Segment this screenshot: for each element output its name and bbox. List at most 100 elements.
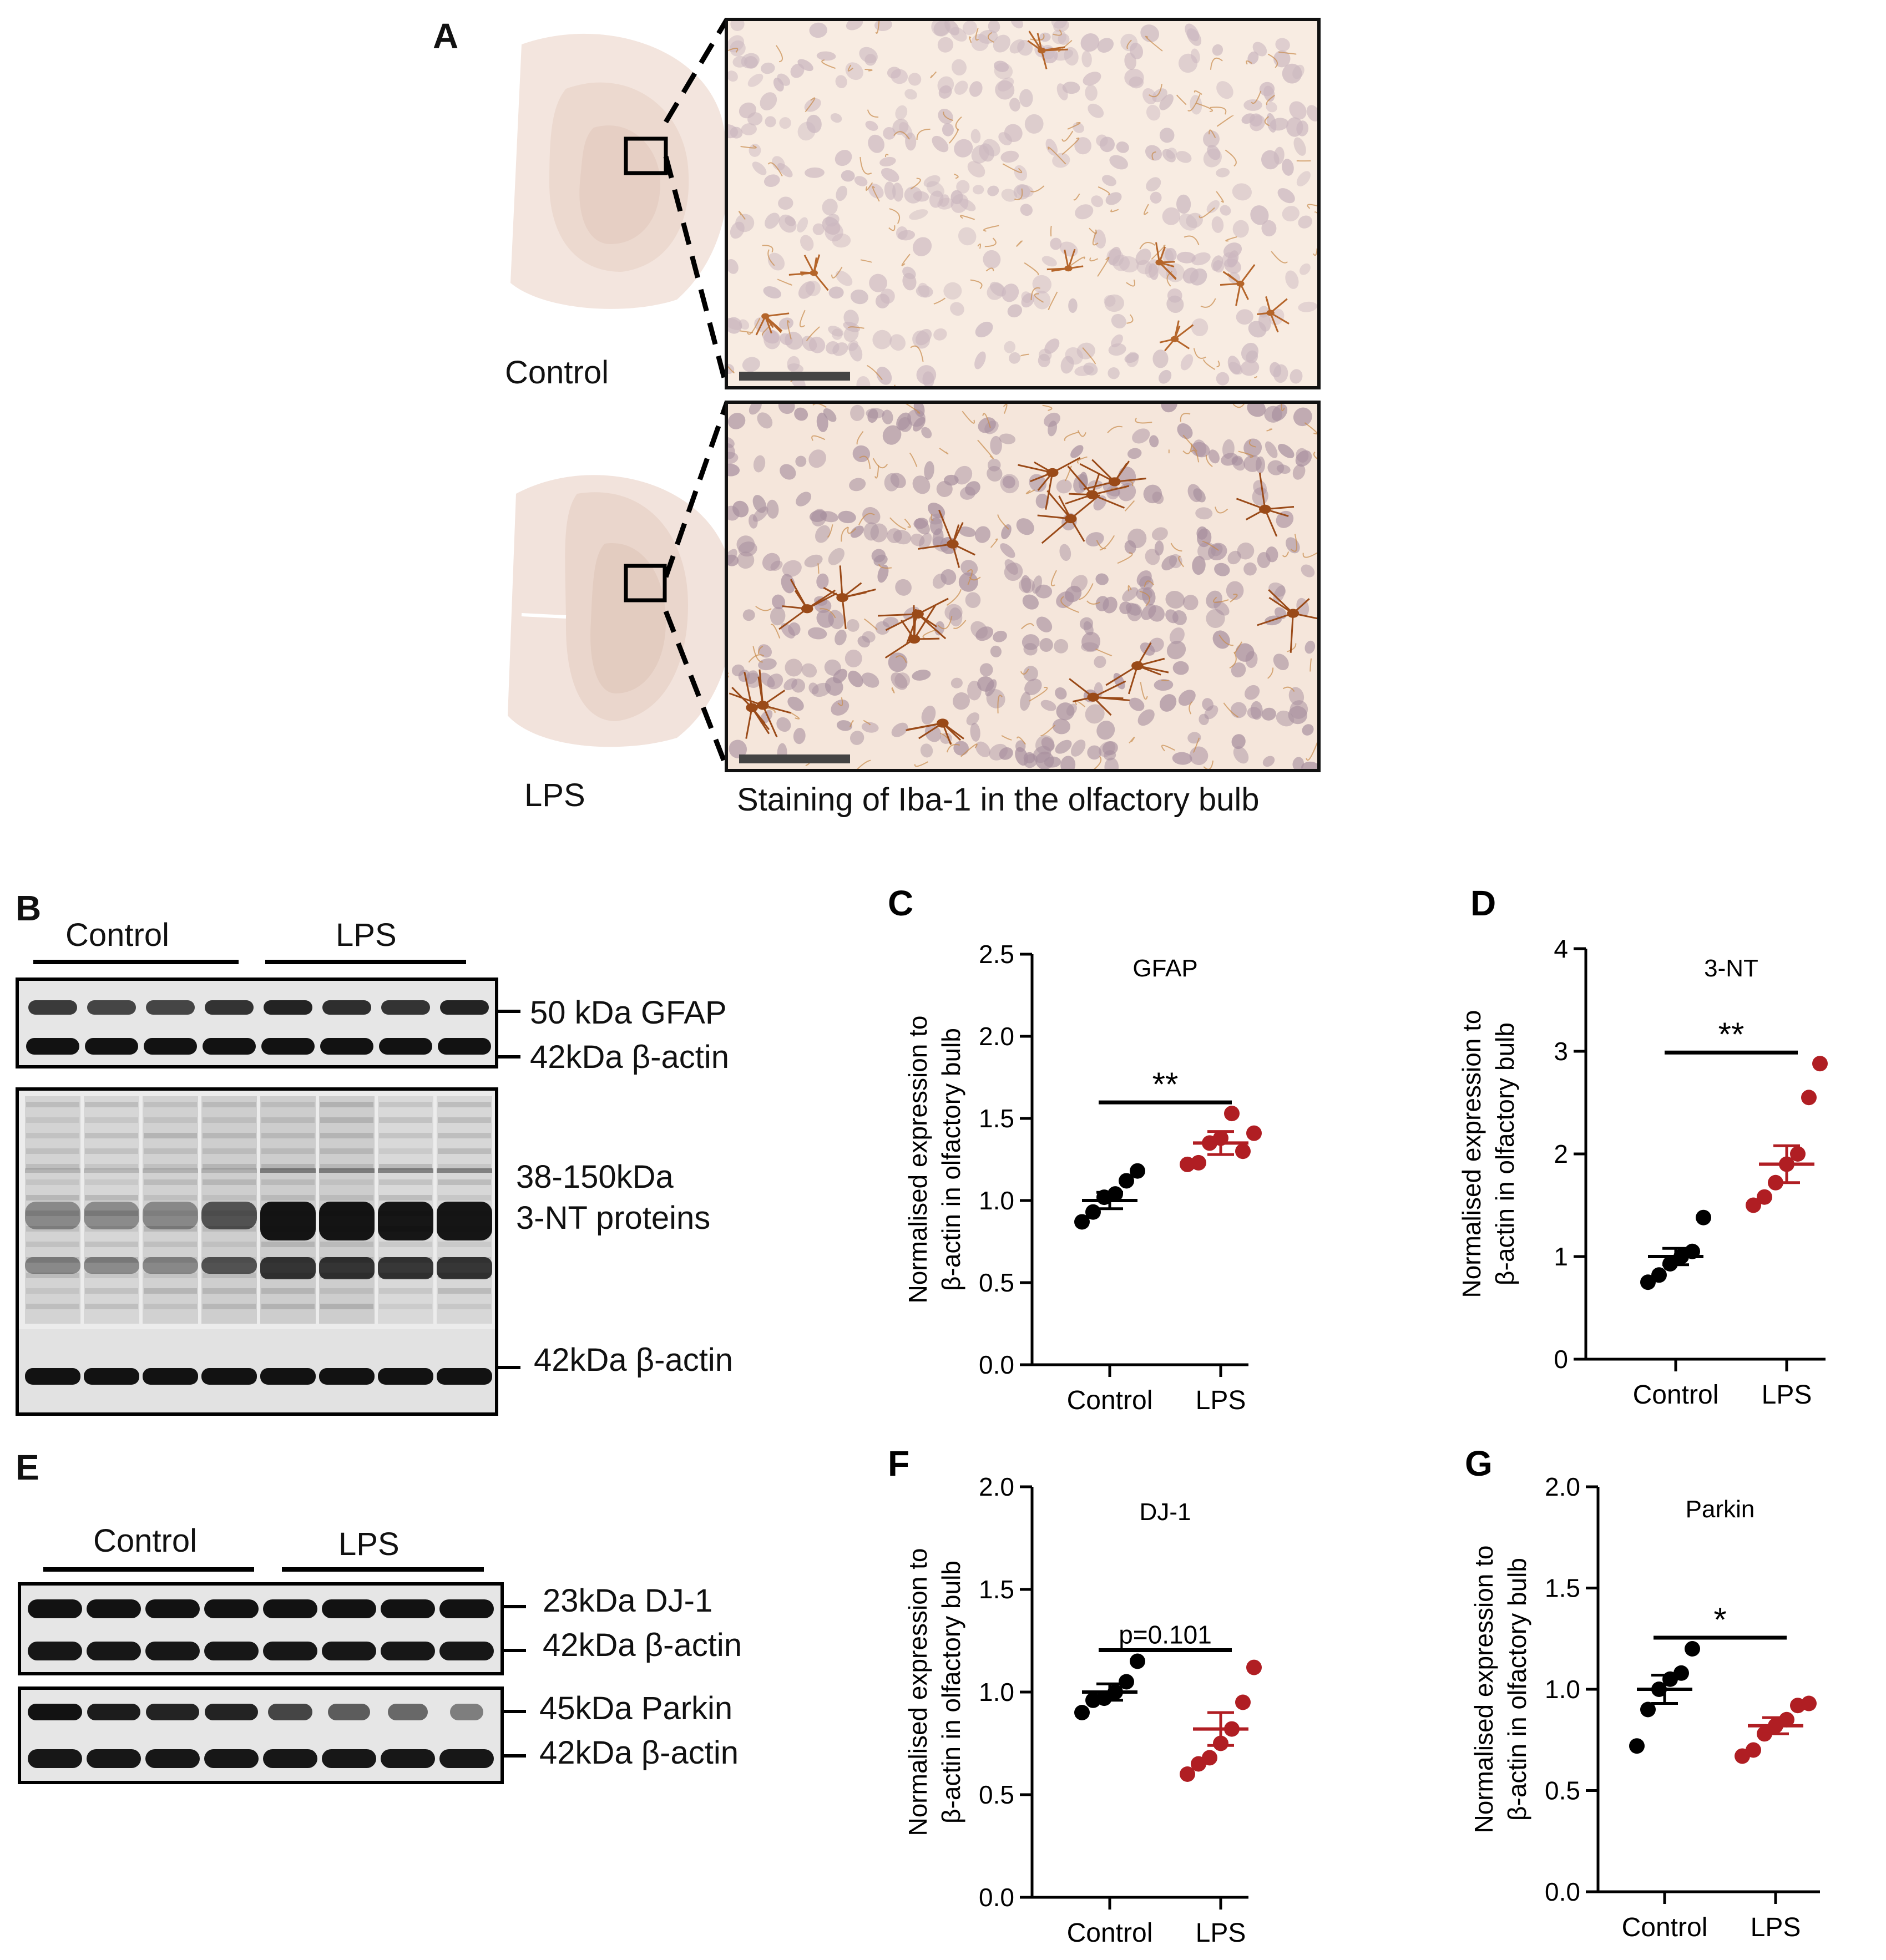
y-axis-label-line2: β-actin in olfactory bulb — [937, 1561, 965, 1824]
data-point — [1651, 1267, 1667, 1283]
3nt-band-label-line1: 38-150kDa — [516, 1159, 674, 1195]
tick-actin-e1 — [504, 1649, 526, 1652]
y-axis-label-line2: β-actin in olfactory bulb — [1490, 1022, 1519, 1285]
control-roi-box — [624, 136, 668, 175]
dj1-blot — [18, 1582, 504, 1675]
data-point — [1640, 1274, 1656, 1290]
actin-band-label-b2: 42kDa β-actin — [534, 1342, 733, 1378]
y-tick-label: 0.0 — [1545, 1877, 1580, 1906]
panel-b-lps-bracket — [265, 960, 466, 964]
y-tick-label: 0.0 — [979, 1883, 1014, 1912]
data-point — [1746, 1742, 1761, 1758]
panel-e-lps-label: LPS — [338, 1526, 400, 1562]
y-tick-label: 0 — [1554, 1345, 1568, 1374]
y-tick-label: 1.0 — [1545, 1675, 1580, 1704]
significance-label: ** — [1152, 1066, 1179, 1103]
data-point — [1119, 1674, 1134, 1690]
y-tick-label: 3 — [1554, 1037, 1568, 1066]
y-tick-label: 1.5 — [1545, 1574, 1580, 1603]
3nt-blot — [16, 1087, 498, 1416]
data-point — [1779, 1711, 1794, 1728]
control-scale-bar — [739, 372, 850, 381]
data-point — [1757, 1189, 1772, 1205]
chart-title: GFAP — [1132, 955, 1197, 982]
data-point — [1191, 1154, 1206, 1171]
gfap-band-label: 50 kDa GFAP — [530, 995, 727, 1031]
y-axis-label-line1: Normalised expression to — [1457, 1010, 1486, 1298]
control-label: Control — [505, 354, 609, 391]
y-tick-label: 2.0 — [1545, 1472, 1580, 1501]
x-tick-label: Control — [1067, 1386, 1153, 1415]
data-point — [1790, 1146, 1806, 1162]
data-point — [1801, 1695, 1817, 1711]
data-point — [1224, 1106, 1240, 1122]
y-tick-label: 0.5 — [979, 1268, 1014, 1297]
tick-gfap — [498, 1010, 520, 1013]
y-tick-label: 1 — [1554, 1242, 1568, 1271]
data-point — [1801, 1090, 1817, 1106]
data-point — [1246, 1659, 1262, 1675]
data-point — [1074, 1214, 1090, 1230]
data-point — [1180, 1766, 1195, 1782]
y-axis-label-line1: Normalised expression to — [1469, 1545, 1498, 1833]
data-point — [1130, 1653, 1145, 1669]
y-tick-label: 1.0 — [979, 1678, 1014, 1706]
panel-b-lps-label: LPS — [336, 917, 397, 953]
panel-letter: F — [888, 1444, 909, 1483]
data-point — [1235, 1143, 1251, 1159]
tick-dj1 — [504, 1605, 526, 1608]
panel-letter: C — [888, 883, 913, 923]
lps-roi-box — [624, 564, 667, 602]
panel-letter: D — [1470, 883, 1496, 923]
x-tick-label: LPS — [1762, 1380, 1812, 1410]
parkin-blot — [18, 1686, 504, 1784]
y-axis-label-line1: Normalised expression to — [903, 1015, 932, 1303]
panel-b-control-label: Control — [65, 917, 169, 953]
panel-b-letter: B — [16, 888, 42, 928]
x-tick-label: LPS — [1751, 1913, 1801, 1942]
data-point — [1130, 1163, 1145, 1179]
data-point — [1235, 1694, 1251, 1710]
x-tick-label: Control — [1067, 1918, 1153, 1948]
tick-actin-e2 — [504, 1754, 526, 1758]
data-point — [1074, 1705, 1090, 1720]
significance-label: p=0.101 — [1119, 1620, 1212, 1649]
data-point — [1812, 1056, 1828, 1072]
y-axis-label-line2: β-actin in olfactory bulb — [937, 1028, 965, 1291]
x-tick-label: Control — [1633, 1380, 1719, 1410]
panel-e-control-bracket — [43, 1567, 254, 1572]
actin-band-label-e1: 42kDa β-actin — [543, 1627, 742, 1663]
data-point — [1108, 1186, 1123, 1202]
actin-band-label-e2: 42kDa β-actin — [539, 1735, 739, 1771]
chart-title: Parkin — [1686, 1496, 1755, 1523]
gfap-blot — [16, 978, 498, 1068]
data-point — [1696, 1209, 1711, 1225]
zoom-connector-lines — [663, 18, 730, 769]
panel-letter: G — [1465, 1444, 1493, 1483]
y-tick-label: 1.5 — [979, 1575, 1014, 1604]
y-tick-label: 0.0 — [979, 1350, 1014, 1379]
x-tick-label: LPS — [1196, 1918, 1246, 1948]
y-tick-label: 1.0 — [979, 1186, 1014, 1215]
data-point — [1685, 1641, 1700, 1657]
y-tick-label: 2 — [1554, 1139, 1568, 1168]
y-tick-label: 2.0 — [979, 1472, 1014, 1501]
y-tick-label: 2.0 — [979, 1022, 1014, 1051]
y-tick-label: 2.5 — [979, 940, 1014, 969]
3nt-band-label-line2: 3-NT proteins — [516, 1200, 711, 1236]
panel-a-letter: A — [433, 16, 459, 56]
data-point — [1640, 1701, 1656, 1718]
tick-parkin — [504, 1710, 526, 1713]
panel-a-caption: Staining of Iba-1 in the olfactory bulb — [737, 782, 1260, 818]
dj1-band-label: 23kDa DJ-1 — [543, 1583, 713, 1619]
data-point — [1246, 1125, 1262, 1141]
y-tick-label: 0.5 — [1545, 1776, 1580, 1805]
x-tick-label: Control — [1622, 1913, 1708, 1942]
panel-b-control-bracket — [33, 960, 239, 964]
chart-f-dj1: F 0.0 0.5 1.0 1.5 2.0 Control LPS Normalised exp… — [888, 1444, 1262, 1948]
y-axis-label-line1: Normalised expression to — [903, 1548, 932, 1836]
data-point — [1119, 1173, 1134, 1189]
panel-e-lps-bracket — [282, 1567, 484, 1572]
chart-g-parkin: G 0.0 0.5 1.0 1.5 2.0 Control LPS Normalised exp… — [1465, 1444, 1820, 1942]
